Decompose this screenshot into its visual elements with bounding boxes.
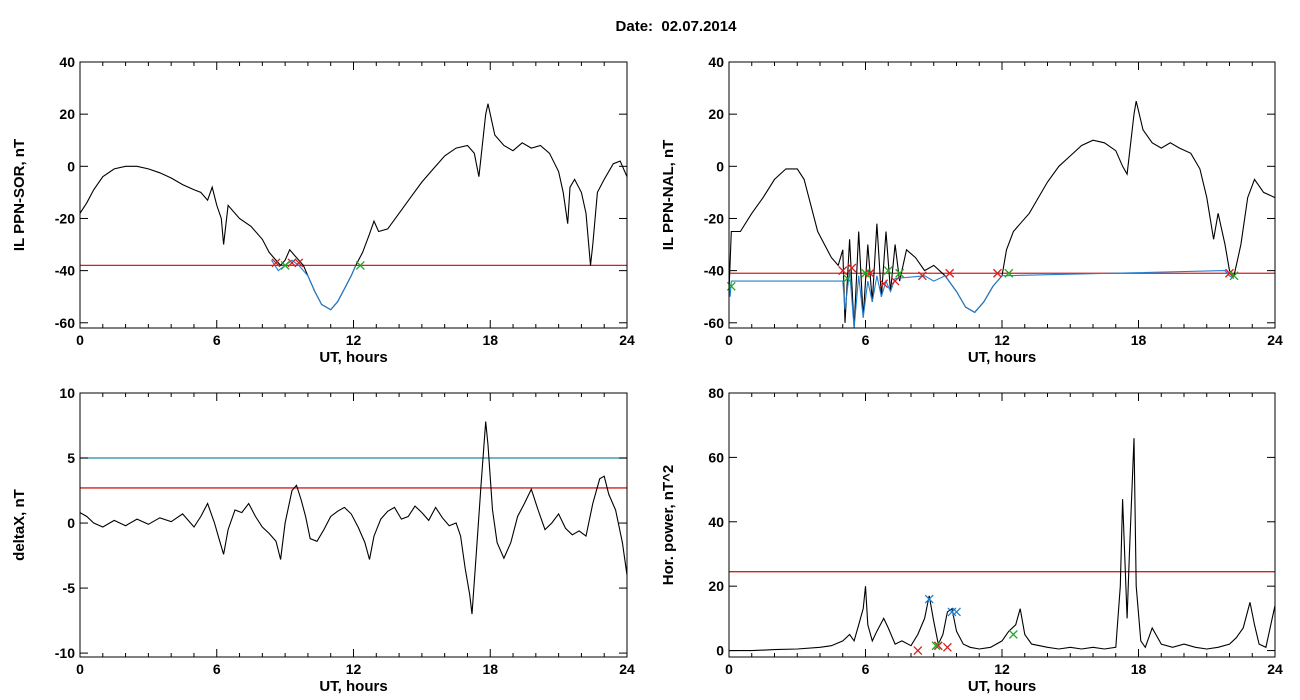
cross-marker bbox=[952, 607, 961, 617]
y-tick-label: 10 bbox=[59, 385, 75, 401]
x-axis-label: UT, hours bbox=[968, 349, 1036, 366]
x-tick-label: 12 bbox=[994, 661, 1010, 677]
series-line-1 bbox=[80, 421, 627, 615]
plot-frame bbox=[79, 61, 628, 329]
cross-marker bbox=[355, 260, 365, 270]
series-line-2 bbox=[271, 259, 357, 311]
x-tick-label: 24 bbox=[1267, 332, 1283, 348]
x-tick-label: 0 bbox=[76, 661, 84, 677]
x-tick-label: 6 bbox=[862, 332, 870, 348]
y-tick-label: 0 bbox=[67, 515, 75, 531]
cross-marker bbox=[913, 646, 923, 656]
cross-marker bbox=[931, 641, 941, 651]
chart-panel-2: 0 6 12 18 24 -60 -40 -20 0 20 40 UT, hours IL PPN-NA… bbox=[660, 54, 1283, 366]
y-tick-label: -40 bbox=[55, 263, 75, 279]
cross-marker bbox=[294, 258, 304, 268]
y-tick-label: 0 bbox=[67, 158, 75, 174]
cross-marker bbox=[1229, 271, 1239, 281]
x-tick-label: 18 bbox=[1131, 332, 1147, 348]
x-tick-label: 24 bbox=[619, 332, 635, 348]
cross-marker bbox=[883, 266, 893, 276]
x-tick-label: 6 bbox=[213, 332, 221, 348]
y-axis-label: IL PPN-NAL, nT bbox=[660, 140, 677, 251]
x-tick-label: 18 bbox=[1131, 661, 1147, 677]
y-tick-label: 80 bbox=[708, 385, 724, 401]
cross-marker bbox=[842, 273, 852, 283]
series-line-2 bbox=[729, 270, 1235, 328]
cross-marker bbox=[287, 258, 297, 268]
y-tick-label: 20 bbox=[708, 106, 724, 122]
page-title: Date: 02.07.2014 bbox=[615, 18, 737, 35]
y-tick-label: -20 bbox=[704, 210, 724, 226]
plot-frame bbox=[79, 392, 628, 658]
plot-frame bbox=[728, 61, 1276, 329]
plot-frame bbox=[728, 392, 1276, 658]
y-tick-label: 40 bbox=[59, 54, 75, 70]
x-tick-label: 0 bbox=[725, 661, 733, 677]
cross-marker bbox=[1004, 268, 1014, 278]
y-tick-label: 40 bbox=[708, 54, 724, 70]
series-line-1 bbox=[729, 100, 1275, 328]
x-tick-label: 24 bbox=[619, 661, 635, 677]
cross-marker bbox=[890, 276, 900, 286]
cross-marker bbox=[838, 266, 848, 276]
x-tick-label: 6 bbox=[862, 661, 870, 677]
cross-marker bbox=[942, 642, 952, 652]
y-tick-label: 40 bbox=[708, 514, 724, 530]
series-line-1 bbox=[729, 438, 1275, 652]
y-tick-label: 0 bbox=[716, 643, 724, 659]
chart-panel-1: 0 6 12 18 24 -60 -40 -20 0 20 40 UT, hours IL PPN-SO… bbox=[11, 54, 635, 366]
x-axis-label: UT, hours bbox=[319, 349, 387, 366]
y-tick-label: 5 bbox=[67, 450, 75, 466]
cross-marker bbox=[933, 641, 943, 651]
x-tick-label: 6 bbox=[213, 661, 221, 677]
x-tick-label: 0 bbox=[76, 332, 84, 348]
x-axis-label: UT, hours bbox=[319, 678, 387, 695]
cross-marker bbox=[924, 594, 934, 604]
y-tick-label: -40 bbox=[704, 263, 724, 279]
x-tick-label: 12 bbox=[346, 332, 362, 348]
cross-marker bbox=[271, 258, 281, 268]
cross-marker bbox=[847, 263, 857, 273]
y-tick-label: -60 bbox=[704, 315, 724, 331]
cross-marker bbox=[917, 271, 927, 281]
y-tick-label: 60 bbox=[708, 449, 724, 465]
y-tick-label: 20 bbox=[59, 106, 75, 122]
y-tick-label: -60 bbox=[55, 315, 75, 331]
x-tick-label: 18 bbox=[482, 332, 498, 348]
x-tick-label: 0 bbox=[725, 332, 733, 348]
chart-panel-4: 0 6 12 18 24 0 20 40 60 80 UT, hours Hor. power, nT… bbox=[660, 385, 1283, 695]
cross-marker bbox=[1225, 268, 1234, 278]
cross-marker bbox=[895, 268, 905, 278]
y-tick-label: 20 bbox=[708, 578, 724, 594]
y-tick-label: -10 bbox=[55, 645, 75, 661]
y-axis-label: IL PPN-SOR, nT bbox=[11, 139, 28, 251]
cross-marker bbox=[1008, 630, 1018, 639]
y-tick-label: 0 bbox=[716, 158, 724, 174]
cross-marker bbox=[861, 268, 870, 278]
x-axis-label: UT, hours bbox=[968, 678, 1036, 695]
x-tick-label: 12 bbox=[994, 332, 1010, 348]
cross-marker bbox=[945, 268, 955, 278]
y-axis-label: Hor. power, nT^2 bbox=[660, 465, 677, 585]
series-line-1 bbox=[80, 103, 627, 311]
chart-panel-3: 0 6 12 18 24 -10 -5 0 5 10 UT, hours deltaX, nT bbox=[11, 385, 635, 695]
cross-marker bbox=[280, 260, 290, 270]
x-tick-label: 18 bbox=[482, 661, 498, 677]
cross-marker bbox=[992, 268, 1002, 278]
y-axis-label: deltaX, nT bbox=[11, 489, 28, 561]
cross-marker bbox=[879, 279, 889, 289]
x-tick-label: 24 bbox=[1267, 661, 1283, 677]
x-tick-label: 12 bbox=[346, 661, 362, 677]
y-tick-label: -5 bbox=[63, 580, 76, 596]
y-tick-label: -20 bbox=[55, 210, 75, 226]
